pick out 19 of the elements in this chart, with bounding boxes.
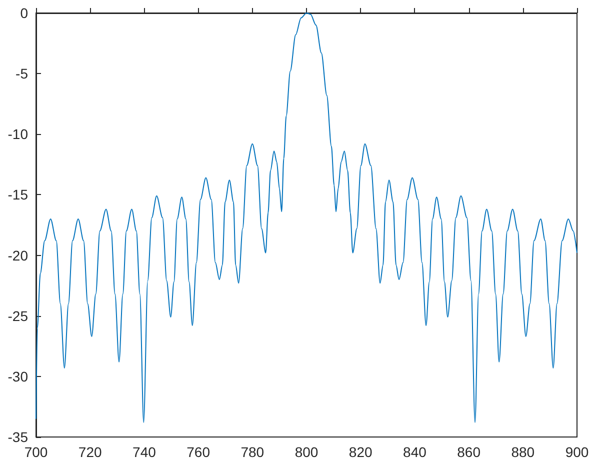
x-tick-label: 720: [78, 444, 102, 460]
x-tick-label: 780: [240, 444, 264, 460]
y-tick-label: -15: [8, 186, 28, 203]
x-tick-label: 840: [403, 444, 427, 460]
x-tick-label: 900: [565, 444, 589, 460]
x-tick-label: 820: [348, 444, 372, 460]
y-tick-label: -25: [8, 308, 28, 324]
y-tick-label: -30: [8, 368, 28, 384]
y-tick-label: -35: [8, 429, 28, 445]
x-tick-label: 740: [132, 444, 156, 460]
x-tick-label: 880: [511, 444, 535, 460]
x-tick-label: 700: [24, 444, 48, 460]
x-tick-label: 760: [186, 444, 210, 460]
y-tick-label: -10: [8, 126, 28, 142]
y-tick-label: -20: [8, 247, 28, 264]
x-tick-label: 800: [294, 444, 318, 460]
x-tick-label: 860: [457, 444, 481, 460]
y-tick-label: 0: [20, 5, 28, 21]
y-tick-label: -5: [16, 66, 28, 82]
